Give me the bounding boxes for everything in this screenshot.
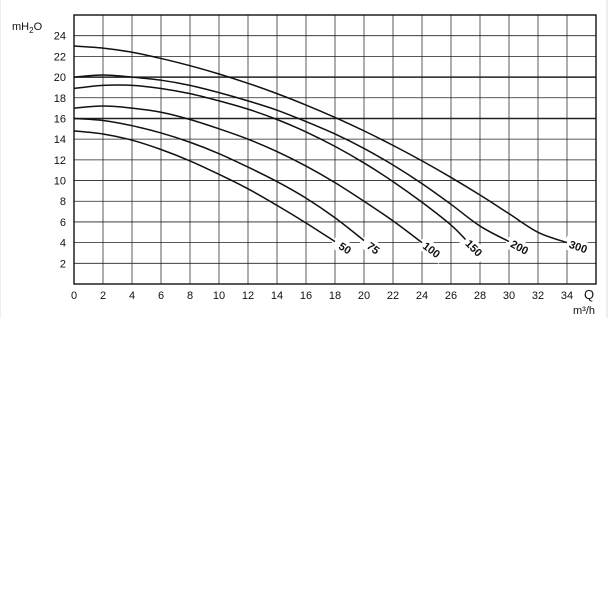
pump-curve-300 bbox=[73, 45, 568, 244]
x-tick-label: 32 bbox=[532, 290, 544, 302]
y-tick-label: 22 bbox=[54, 51, 66, 63]
curve-label-75: 75 bbox=[364, 240, 381, 257]
pump-curve-100 bbox=[73, 105, 423, 244]
plot-border bbox=[73, 14, 597, 285]
x-tick-label: 30 bbox=[503, 290, 515, 302]
curve-label-bg bbox=[329, 234, 361, 262]
x-tick-label: 0 bbox=[71, 290, 77, 302]
x-axis-symbol: Q bbox=[584, 287, 594, 302]
y-tick-label: 14 bbox=[54, 134, 66, 146]
x-tick-label: 28 bbox=[474, 290, 486, 302]
curve-label-backgrounds bbox=[329, 233, 594, 264]
pump-curve-50 bbox=[73, 130, 336, 243]
y-tick-label: 16 bbox=[54, 113, 66, 125]
curve-label-bg bbox=[358, 233, 389, 263]
curve-label-bg bbox=[503, 234, 536, 261]
y-tick-label: 6 bbox=[60, 217, 66, 229]
y-tick-label: 18 bbox=[54, 93, 66, 105]
pump-curve-150 bbox=[73, 84, 467, 241]
tick-labels: 0 2 4 6 8 10 12 14 16 18 20 22 24 26 28 30 32 34246810121… bbox=[54, 31, 573, 302]
x-tick-label: 6 bbox=[158, 290, 164, 302]
x-tick-label: 20 bbox=[358, 290, 370, 302]
plot-frame bbox=[73, 14, 597, 285]
curve-label-bg bbox=[562, 235, 594, 258]
x-tick-label: 14 bbox=[271, 290, 283, 302]
y-tick-label: 8 bbox=[60, 196, 66, 208]
curve-label-300: 300 bbox=[567, 239, 588, 256]
x-tick-label: 34 bbox=[561, 290, 573, 302]
y-tick-label: 20 bbox=[54, 72, 66, 84]
curve-label-bg bbox=[459, 233, 489, 263]
curve-label-50: 50 bbox=[336, 241, 353, 258]
x-tick-label: 8 bbox=[187, 290, 193, 302]
curves bbox=[73, 45, 568, 244]
x-tick-label: 24 bbox=[416, 290, 428, 302]
x-tick-label: 16 bbox=[300, 290, 312, 302]
pump-curve-200 bbox=[73, 74, 510, 243]
y-tick-label: 2 bbox=[60, 258, 66, 270]
x-tick-label: 18 bbox=[329, 290, 341, 302]
curve-label-bg bbox=[416, 235, 448, 264]
y-tick-label: 4 bbox=[60, 238, 66, 250]
x-tick-label: 10 bbox=[213, 290, 225, 302]
x-tick-label: 26 bbox=[445, 290, 457, 302]
x-tick-label: 4 bbox=[129, 290, 135, 302]
x-tick-label: 22 bbox=[387, 290, 399, 302]
y-axis-title: mH2O bbox=[12, 21, 43, 35]
y-tick-label: 12 bbox=[54, 155, 66, 167]
grid bbox=[74, 15, 596, 284]
y-tick-label: 24 bbox=[54, 31, 66, 43]
x-tick-label: 12 bbox=[242, 290, 254, 302]
pump-curve-75 bbox=[73, 117, 365, 242]
y-tick-label: 10 bbox=[54, 176, 66, 188]
x-axis-unit: m³/h bbox=[573, 305, 595, 317]
x-tick-label: 2 bbox=[100, 290, 106, 302]
